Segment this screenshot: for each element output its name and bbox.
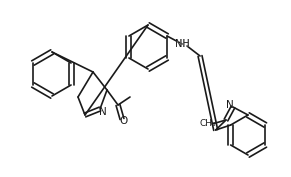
Text: CH₃: CH₃ (200, 119, 216, 129)
Text: O: O (119, 116, 127, 126)
Text: N: N (226, 100, 234, 110)
Text: N: N (99, 107, 107, 117)
Text: NH: NH (175, 39, 189, 49)
Text: NH: NH (175, 39, 189, 49)
Text: NH: NH (175, 39, 189, 49)
